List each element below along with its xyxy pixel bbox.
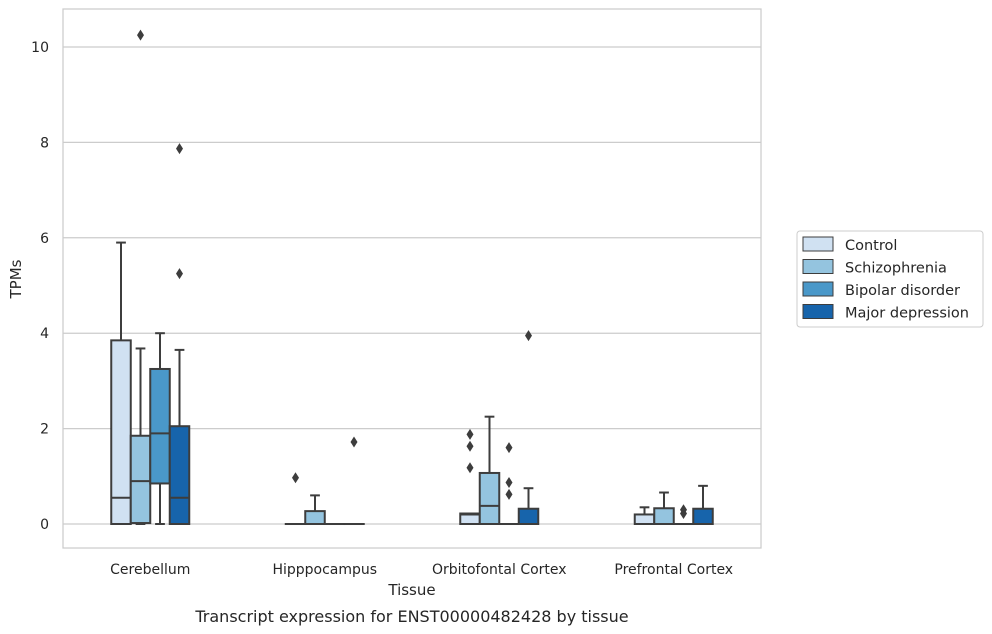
y-tick-label: 0 <box>40 517 49 533</box>
outlier-point <box>292 472 299 484</box>
y-tick-labels: 0 2 4 6 8 10 <box>31 40 49 533</box>
outlier-point <box>466 462 474 474</box>
chart-caption: Transcript expression for ENST0000048242… <box>194 607 628 626</box>
legend: Control Schizophrenia Bipolar disorder Majo… <box>796 230 984 328</box>
x-tick-labels: Cerebellum Hipppocampus Orbitofontal Corte… <box>110 562 733 578</box>
outlier-point <box>525 330 532 342</box>
box-body <box>633 513 656 526</box>
outlier-point <box>350 436 358 448</box>
box-plot-item <box>168 143 191 525</box>
outlier-point <box>466 440 474 452</box>
box-plot-item <box>304 494 326 526</box>
legend-label: Schizophrenia <box>845 261 947 277</box>
x-tick-label: Orbitofontal Cortex <box>432 562 567 578</box>
outlier-point <box>505 488 513 500</box>
box-body <box>478 471 501 525</box>
y-tick-label: 10 <box>31 40 49 56</box>
box-body <box>168 425 191 525</box>
box-body <box>110 339 132 526</box>
outlier-point <box>505 477 513 489</box>
x-tick-label: Cerebellum <box>110 562 190 578</box>
box-plot-item <box>129 29 152 525</box>
box-plot-item <box>498 442 520 526</box>
box-plot-item <box>653 491 675 526</box>
box-body <box>653 507 675 526</box>
box-body <box>517 507 540 525</box>
box-body <box>304 510 326 526</box>
legend-swatch <box>802 304 834 319</box>
y-tick-label: 2 <box>40 422 49 438</box>
outlier-point <box>680 504 687 516</box>
y-tick-label: 4 <box>40 326 49 342</box>
legend-swatch <box>802 236 834 252</box>
legend-label: Major depression <box>845 306 969 322</box>
outlier-point <box>176 268 183 280</box>
legend-label: Bipolar disorder <box>845 283 960 299</box>
legend-swatch <box>802 259 834 274</box>
box-plot-item <box>110 241 132 526</box>
box-body <box>692 507 714 525</box>
box-body <box>149 367 171 485</box>
box-plot-item <box>343 436 365 526</box>
box-plot-item <box>633 506 656 526</box>
box-plot-item <box>149 332 171 525</box>
outlier-point <box>137 29 144 41</box>
legend-label: Control <box>845 238 897 254</box>
y-tick-label: 6 <box>40 231 49 247</box>
y-axis-label: TPMs <box>7 259 25 299</box>
plot-frame <box>62 8 762 549</box>
x-tick-label: Hipppocampus <box>272 562 377 578</box>
outlier-point <box>505 442 513 454</box>
box-plot-item <box>672 504 695 526</box>
outlier-point <box>466 428 474 440</box>
boxes <box>110 29 714 526</box>
box-plot-item <box>692 484 714 525</box>
outlier-point <box>176 143 183 155</box>
x-tick-label: Prefrontal Cortex <box>614 562 733 578</box>
box-plot-item <box>284 472 307 526</box>
y-tick-label: 8 <box>40 135 49 151</box>
box-plot-item <box>459 428 481 525</box>
legend-frame <box>796 230 984 328</box>
box-body <box>129 434 152 525</box>
box-plot-item <box>517 330 540 525</box>
legend-swatch <box>802 281 834 297</box>
box-plot-item <box>478 415 501 525</box>
x-axis-label: Tissue <box>387 581 435 599</box>
